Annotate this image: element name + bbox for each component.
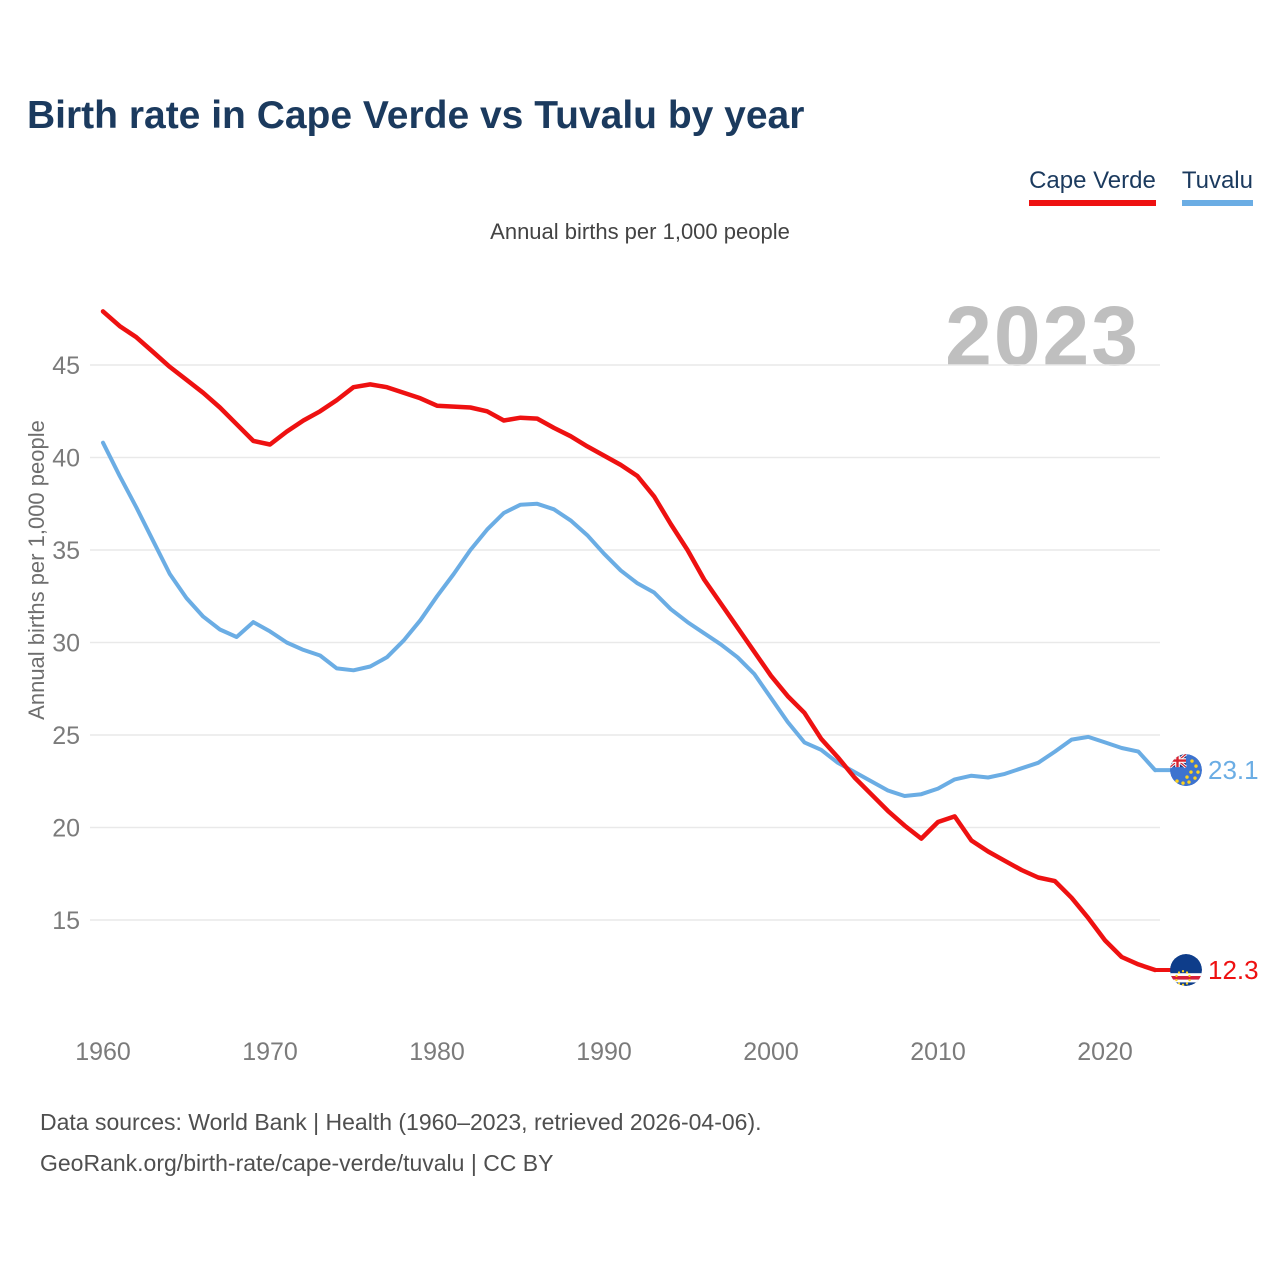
y-axis-title: Annual births per 1,000 people [24, 420, 49, 720]
x-tick-label: 1980 [409, 1038, 465, 1066]
y-tick-label: 45 [52, 352, 80, 380]
page-title: Birth rate in Cape Verde vs Tuvalu by ye… [27, 94, 805, 137]
tuvalu-flag-icon [1170, 754, 1202, 787]
legend: Cape Verde Tuvalu [1029, 167, 1253, 206]
legend-swatch-tuvalu [1181, 200, 1253, 206]
footer-sources: Data sources: World Bank | Health (1960–… [40, 1109, 762, 1135]
legend-label-cape-verde: Cape Verde [1029, 167, 1156, 194]
legend-label-tuvalu: Tuvalu [1181, 167, 1253, 194]
cape-verde-flag-icon [1170, 954, 1202, 986]
x-tick-label: 1970 [242, 1038, 298, 1066]
chart-subtitle: Annual births per 1,000 people [490, 219, 790, 244]
legend-item-tuvalu[interactable]: Tuvalu [1181, 167, 1253, 206]
y-tick-label: 25 [52, 722, 80, 750]
x-tick-label: 1990 [576, 1038, 632, 1066]
cape-verde-end-label: 12.3 [1208, 955, 1259, 985]
y-tick-label: 20 [52, 815, 80, 843]
y-tick-label: 40 [52, 445, 80, 473]
footer-attribution: GeoRank.org/birth-rate/cape-verde/tuvalu… [40, 1150, 554, 1176]
tuvalu-flag-stars [1175, 759, 1200, 785]
legend-item-cape-verde[interactable]: Cape Verde [1029, 167, 1156, 206]
watermark-year: 2023 [945, 289, 1140, 383]
tuvalu-line [101, 440, 1158, 798]
y-tick-label: 30 [52, 630, 80, 658]
tuvalu-end-label: 23.1 [1208, 755, 1259, 785]
x-tick-label: 2000 [743, 1038, 799, 1066]
legend-swatch-cape-verde [1029, 200, 1156, 206]
footer: Data sources: World Bank | Health (1960–… [40, 1102, 762, 1184]
y-tick-label: 35 [52, 537, 80, 565]
cape-verde-line [100, 309, 1158, 973]
x-tick-label: 1960 [75, 1038, 131, 1066]
y-tick-label: 15 [52, 907, 80, 935]
x-tick-label: 2020 [1077, 1038, 1133, 1066]
cape-verde-flag-stars [1175, 970, 1191, 986]
x-tick-label: 2010 [910, 1038, 966, 1066]
